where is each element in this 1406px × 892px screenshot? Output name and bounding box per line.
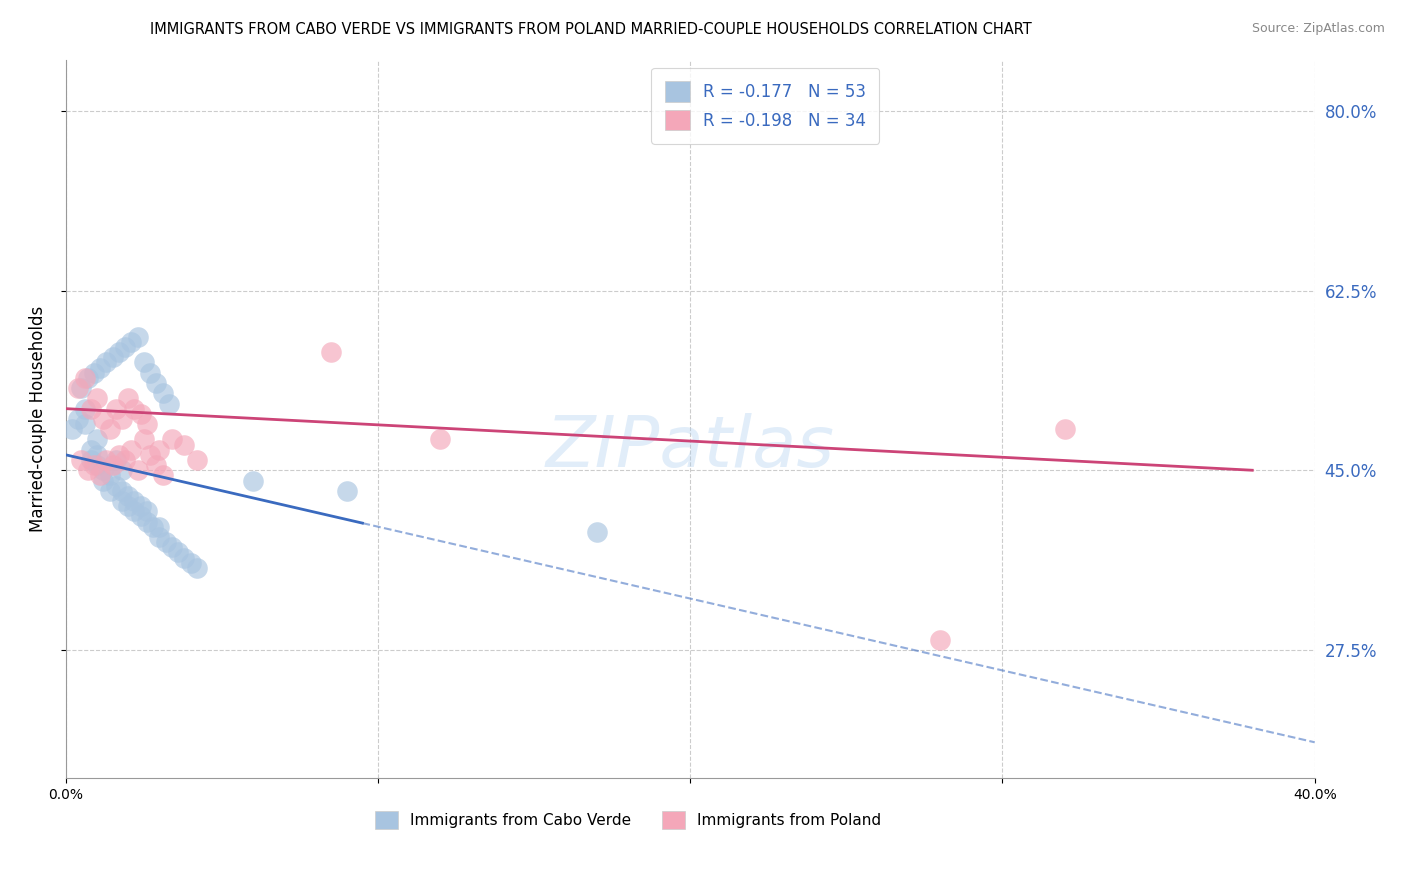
Point — [132, 355, 155, 369]
Legend: Immigrants from Cabo Verde, Immigrants from Poland: Immigrants from Cabo Verde, Immigrants f… — [368, 805, 887, 835]
Point — [173, 437, 195, 451]
Point — [89, 360, 111, 375]
Point — [127, 463, 149, 477]
Point — [148, 442, 170, 457]
Point — [91, 474, 114, 488]
Point — [73, 417, 96, 431]
Point — [124, 494, 146, 508]
Point — [80, 453, 103, 467]
Point — [160, 540, 183, 554]
Point — [124, 504, 146, 518]
Point — [136, 515, 159, 529]
Point — [132, 433, 155, 447]
Y-axis label: Married-couple Households: Married-couple Households — [30, 306, 46, 532]
Point — [73, 401, 96, 416]
Point — [585, 524, 607, 539]
Point — [155, 535, 177, 549]
Point — [80, 401, 103, 416]
Point — [148, 530, 170, 544]
Point — [157, 396, 180, 410]
Point — [152, 386, 174, 401]
Point — [167, 545, 190, 559]
Point — [127, 330, 149, 344]
Point — [86, 392, 108, 406]
Point — [73, 371, 96, 385]
Point — [60, 422, 83, 436]
Point — [336, 483, 359, 498]
Point — [91, 412, 114, 426]
Point — [136, 504, 159, 518]
Point — [67, 412, 90, 426]
Point — [429, 433, 451, 447]
Point — [180, 556, 202, 570]
Point — [86, 448, 108, 462]
Point — [67, 381, 90, 395]
Point — [70, 381, 93, 395]
Point — [108, 345, 131, 359]
Point — [160, 433, 183, 447]
Point — [129, 509, 152, 524]
Point — [124, 401, 146, 416]
Point — [83, 458, 105, 472]
Point — [98, 422, 121, 436]
Point — [111, 483, 134, 498]
Point — [114, 453, 136, 467]
Point — [186, 561, 208, 575]
Point — [129, 407, 152, 421]
Point — [117, 499, 139, 513]
Point — [98, 468, 121, 483]
Text: IMMIGRANTS FROM CABO VERDE VS IMMIGRANTS FROM POLAND MARRIED-COUPLE HOUSEHOLDS C: IMMIGRANTS FROM CABO VERDE VS IMMIGRANTS… — [149, 22, 1032, 37]
Point — [70, 453, 93, 467]
Text: Source: ZipAtlas.com: Source: ZipAtlas.com — [1251, 22, 1385, 36]
Point — [86, 458, 108, 472]
Point — [114, 340, 136, 354]
Point — [148, 519, 170, 533]
Point — [104, 478, 127, 492]
Point — [117, 489, 139, 503]
Point — [321, 345, 343, 359]
Point — [145, 458, 167, 472]
Point — [104, 401, 127, 416]
Point — [76, 463, 98, 477]
Point — [111, 494, 134, 508]
Point — [104, 453, 127, 467]
Point — [136, 417, 159, 431]
Point — [83, 366, 105, 380]
Point — [139, 366, 162, 380]
Point — [101, 458, 124, 472]
Point — [929, 632, 952, 647]
Point — [139, 448, 162, 462]
Point — [186, 453, 208, 467]
Text: ZIPatlas: ZIPatlas — [546, 413, 835, 483]
Point — [111, 463, 134, 477]
Point — [242, 474, 264, 488]
Point — [76, 371, 98, 385]
Point — [120, 442, 142, 457]
Point — [96, 453, 118, 467]
Point — [120, 334, 142, 349]
Point — [129, 499, 152, 513]
Point — [1053, 422, 1076, 436]
Point — [108, 448, 131, 462]
Point — [91, 463, 114, 477]
Point — [142, 519, 165, 533]
Point — [80, 442, 103, 457]
Point — [145, 376, 167, 390]
Point — [173, 550, 195, 565]
Point — [117, 392, 139, 406]
Point — [98, 483, 121, 498]
Point — [86, 433, 108, 447]
Point — [152, 468, 174, 483]
Point — [101, 351, 124, 365]
Point — [111, 412, 134, 426]
Point — [96, 355, 118, 369]
Point — [89, 468, 111, 483]
